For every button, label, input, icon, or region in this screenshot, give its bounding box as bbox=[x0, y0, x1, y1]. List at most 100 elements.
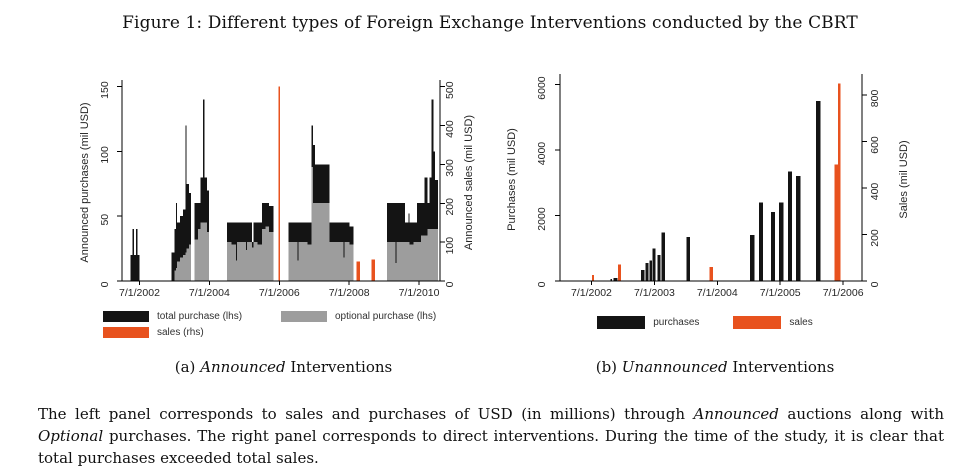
optional-bar bbox=[429, 229, 432, 281]
announced-chart-panel: 0 50 100 150 0 100 200 300 400 500 7/1/2002 7/1/200… bbox=[76, 60, 491, 306]
panel-a-caption: (a) Announced Interventions bbox=[76, 358, 491, 376]
unannounced-chart-panel: 0 2000 4000 6000 0 200 400 600 800 7/1/2002 7/1/20… bbox=[495, 60, 980, 306]
purchase-bar bbox=[186, 183, 190, 281]
legend-swatch-sales bbox=[103, 327, 149, 338]
purchase-bar bbox=[610, 279, 613, 281]
purchase-bar bbox=[758, 202, 764, 281]
optional-bar bbox=[416, 242, 422, 281]
optional-bar bbox=[257, 244, 262, 281]
purchase-bar bbox=[203, 99, 205, 281]
y-right-tick-label: 100 bbox=[444, 237, 456, 255]
optional-bar bbox=[324, 203, 330, 281]
optional-bar bbox=[204, 222, 207, 281]
optional-bar bbox=[349, 244, 354, 281]
y-right-tick-label: 0 bbox=[869, 281, 881, 287]
optional-bar bbox=[182, 255, 186, 281]
optional-bar bbox=[413, 242, 417, 281]
purchase-bar bbox=[235, 222, 238, 281]
x-tick-label: 7/1/2010 bbox=[399, 287, 440, 299]
y-right-tick-label: 200 bbox=[869, 229, 881, 247]
y-left-tick-label: 50 bbox=[99, 214, 111, 226]
y-left-tick-label: 6000 bbox=[536, 76, 548, 100]
purchase-bar bbox=[132, 229, 134, 281]
sales-bar bbox=[371, 259, 376, 281]
sales-bar bbox=[838, 83, 841, 281]
purchase-bar bbox=[433, 151, 436, 281]
x-tick-label: 7/1/2004 bbox=[189, 287, 230, 299]
y-left-axis-title: Announced purchases (mil USD) bbox=[79, 102, 91, 262]
text-segment: Optional bbox=[38, 427, 104, 445]
y-right-tick-label: 200 bbox=[444, 198, 456, 216]
y-left-tick-label: 2000 bbox=[536, 207, 548, 231]
purchase-bar bbox=[130, 255, 133, 281]
legend-item: optional purchase (lhs) bbox=[281, 311, 465, 322]
legend-item: sales (rhs) bbox=[103, 327, 281, 338]
purchase-bar bbox=[787, 171, 793, 281]
optional-bar bbox=[253, 242, 258, 281]
x-tick-label: 7/1/2002 bbox=[571, 287, 612, 299]
text-segment: Interventions bbox=[285, 358, 393, 376]
optional-bar bbox=[236, 242, 242, 281]
y-right-tick-label: 600 bbox=[869, 136, 881, 154]
optional-bar bbox=[386, 242, 392, 281]
optional-bar bbox=[408, 242, 410, 281]
purchase-bar bbox=[180, 216, 183, 281]
purchase-bar bbox=[661, 232, 666, 281]
purchase-bar bbox=[686, 237, 691, 281]
optional-bar bbox=[261, 229, 266, 281]
announced-chart-legend: total purchase (lhs) optional purchase (l… bbox=[103, 311, 465, 338]
y-right-tick-label: 800 bbox=[869, 90, 881, 108]
x-tick-label: 7/1/2002 bbox=[119, 287, 160, 299]
purchase-bar bbox=[189, 192, 192, 281]
sales-bar bbox=[617, 264, 622, 281]
x-tick-label: 7/1/2003 bbox=[634, 287, 675, 299]
optional-bar bbox=[344, 242, 350, 281]
y-right-tick-label: 500 bbox=[444, 81, 456, 99]
optional-bar bbox=[247, 242, 252, 281]
optional-bar bbox=[435, 229, 438, 281]
optional-bar bbox=[180, 257, 183, 281]
sales-bar bbox=[278, 86, 280, 281]
text-segment: The left panel corresponds to sales and … bbox=[38, 405, 694, 423]
legend-swatch-sales bbox=[733, 316, 782, 329]
optional-bar bbox=[303, 242, 308, 281]
panel-b-caption: (b) Unannounced Interventions bbox=[495, 358, 935, 376]
purchase-bar bbox=[395, 203, 397, 281]
optional-bar bbox=[395, 262, 397, 281]
y-right-tick-label: 400 bbox=[869, 183, 881, 201]
optional-bar bbox=[194, 239, 198, 281]
purchase-bar bbox=[137, 255, 140, 281]
announced-chart: 0 50 100 150 0 100 200 300 400 500 7/1/2002 7/1/200… bbox=[79, 80, 475, 299]
y-right-tick-label: 300 bbox=[444, 159, 456, 177]
purchase-bar bbox=[343, 222, 345, 281]
optional-bar bbox=[401, 242, 406, 281]
legend-swatch-optional bbox=[281, 311, 327, 322]
optional-bar bbox=[200, 222, 204, 281]
y-left-tick-label: 0 bbox=[99, 281, 111, 287]
optional-bar bbox=[241, 242, 247, 281]
purchase-bar bbox=[657, 255, 661, 281]
sales-bar bbox=[356, 261, 360, 281]
legend-item: total purchase (lhs) bbox=[103, 311, 281, 322]
purchase-bar bbox=[176, 222, 181, 281]
purchase-bar bbox=[645, 262, 649, 281]
optional-bar bbox=[186, 248, 190, 281]
legend-label: sales (rhs) bbox=[157, 327, 204, 338]
text-segment: purchases. The right panel corresponds t… bbox=[38, 427, 944, 467]
purchase-bar bbox=[431, 99, 434, 281]
y-right-axis-title: Sales (mil USD) bbox=[898, 140, 910, 218]
legend-label: sales bbox=[789, 317, 813, 328]
sales-bar bbox=[592, 275, 594, 281]
purchase-bar bbox=[652, 248, 656, 281]
optional-bar bbox=[298, 242, 304, 281]
optional-bar bbox=[396, 242, 402, 281]
purchase-bar bbox=[778, 202, 784, 281]
purchase-bar bbox=[424, 177, 428, 281]
unannounced-chart-legend: purchases sales bbox=[495, 316, 915, 329]
figure-title: Figure 1: Different types of Foreign Exc… bbox=[122, 13, 858, 33]
purchase-bar bbox=[649, 260, 652, 281]
purchase-bar bbox=[174, 229, 176, 281]
legend-item: purchases bbox=[597, 316, 699, 329]
optional-bar bbox=[307, 244, 312, 281]
optional-bar bbox=[424, 235, 428, 281]
